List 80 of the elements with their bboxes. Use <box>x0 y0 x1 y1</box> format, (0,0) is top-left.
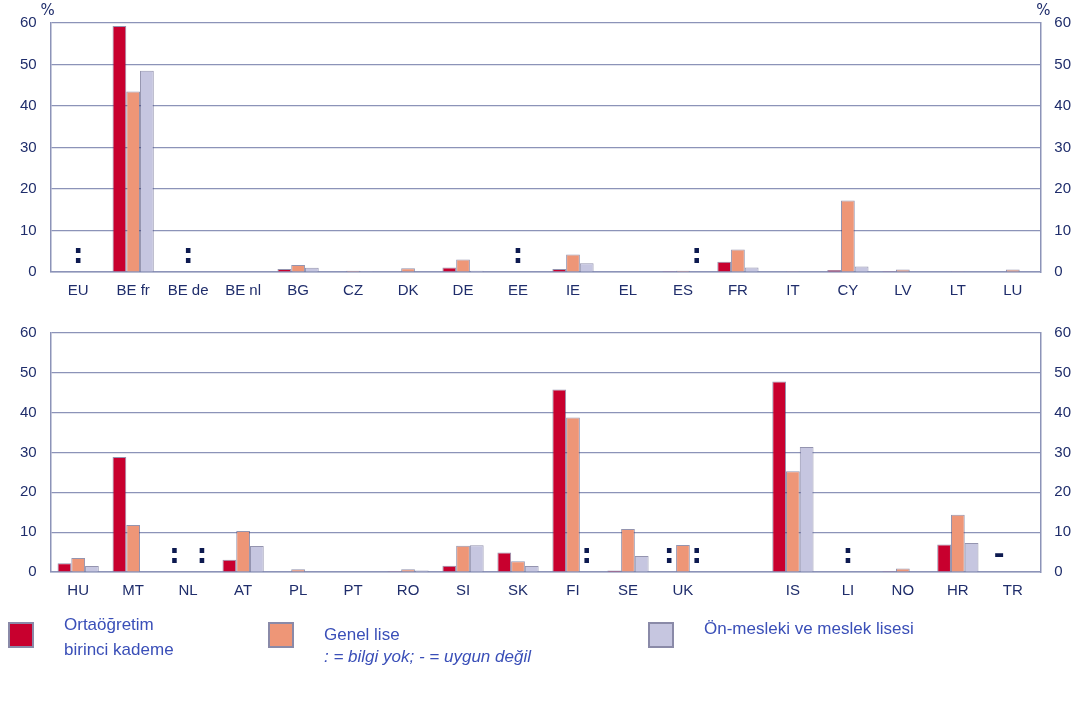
text: : <box>842 538 854 569</box>
text: : <box>196 538 208 569</box>
text: : <box>169 538 180 569</box>
y2-tick-label: 30 <box>1054 137 1071 155</box>
y-tick-label: 60 <box>20 13 37 31</box>
x-tick-label: IT <box>786 281 800 299</box>
x-tick-label: EU <box>67 281 89 299</box>
x-tick-label: DE <box>452 281 474 299</box>
text: : <box>581 538 592 569</box>
y2-tick-label: 60 <box>1054 13 1071 31</box>
y2-tick-label: 50 <box>1054 54 1071 72</box>
y-axis-title: % <box>40 1 55 20</box>
y2-tick-label: 20 <box>1054 482 1071 500</box>
x-tick-label: HU <box>67 581 90 599</box>
x-tick-label: CZ <box>343 281 364 299</box>
y-tick-label: 20 <box>20 179 37 197</box>
y2-tick-label: 20 <box>1054 179 1071 197</box>
text: : = bilgi yok; - = uygun değil <box>324 647 531 667</box>
text: : <box>691 238 702 269</box>
y2-tick-label: 10 <box>1054 220 1071 238</box>
y-tick-label: 10 <box>20 522 37 540</box>
x-tick-label: DK <box>397 281 419 299</box>
x-tick-label: FI <box>566 581 580 599</box>
text: : <box>691 538 702 569</box>
x-tick-label: BE de <box>167 281 209 299</box>
y2-tick-label: 10 <box>1054 522 1071 540</box>
text: : <box>512 238 524 269</box>
x-tick-label: PT <box>343 581 363 599</box>
x-tick-label: MT <box>122 581 144 599</box>
y-tick-label: 0 <box>28 262 37 280</box>
y2-tick-label: 0 <box>1054 562 1063 580</box>
x-tick-label: BE fr <box>116 281 150 299</box>
x-tick-label: RO <box>396 581 420 599</box>
y-tick-label: 30 <box>20 442 37 460</box>
y2-tick-label: 40 <box>1054 402 1071 420</box>
y2-tick-label: 60 <box>1054 323 1071 341</box>
legend-label: Ön-mesleki ve meslek lisesi <box>704 618 914 640</box>
x-tick-label: LT <box>949 281 967 299</box>
x-tick-label: SE <box>617 581 638 599</box>
x-tick-label: LU <box>1003 281 1023 299</box>
y-tick-label: 10 <box>20 220 37 238</box>
x-tick-label: PL <box>288 581 308 599</box>
y2-axis-title: % <box>1036 1 1051 20</box>
x-tick-label: FR <box>727 281 749 299</box>
text: : <box>664 538 675 569</box>
x-tick-label: EL <box>618 281 638 299</box>
y-tick-label: 50 <box>20 362 37 380</box>
x-tick-label: IE <box>565 281 581 299</box>
y2-tick-label: 50 <box>1054 362 1071 380</box>
y2-tick-label: 30 <box>1054 442 1071 460</box>
x-tick-label: TR <box>1002 581 1023 599</box>
y2-tick-label: 40 <box>1054 96 1071 114</box>
x-tick-label: SI <box>455 581 471 599</box>
x-tick-label: ES <box>672 281 693 299</box>
x-tick-label: CY <box>837 281 859 299</box>
x-tick-label: SK <box>508 581 529 599</box>
y-tick-label: 40 <box>20 96 37 114</box>
text: : <box>72 238 84 269</box>
x-tick-label: LI <box>841 581 855 599</box>
x-tick-label: HR <box>947 581 969 599</box>
y-tick-label: 50 <box>20 54 37 72</box>
y-tick-label: 30 <box>20 137 37 155</box>
x-tick-label: NL <box>178 581 198 599</box>
x-tick-label: UK <box>672 581 694 599</box>
y2-tick-label: 0 <box>1054 262 1063 280</box>
x-tick-label: NO <box>891 581 915 599</box>
y-tick-label: 20 <box>20 482 37 500</box>
y-tick-label: 40 <box>20 402 37 420</box>
text: : <box>182 238 194 269</box>
x-tick-label: AT <box>234 581 253 599</box>
x-tick-label: IS <box>785 581 800 599</box>
x-tick-label: BG <box>287 281 309 299</box>
legend-label: Genel lise <box>324 624 401 646</box>
x-tick-label: BE nl <box>225 281 262 299</box>
y-tick-label: 0 <box>28 562 37 580</box>
x-tick-label: LV <box>894 281 912 299</box>
x-tick-label: EE <box>508 281 529 299</box>
legend-label: Ortaöğretim birinci kademe <box>64 614 174 661</box>
text: - <box>993 538 1005 569</box>
y-tick-label: 60 <box>20 323 37 341</box>
